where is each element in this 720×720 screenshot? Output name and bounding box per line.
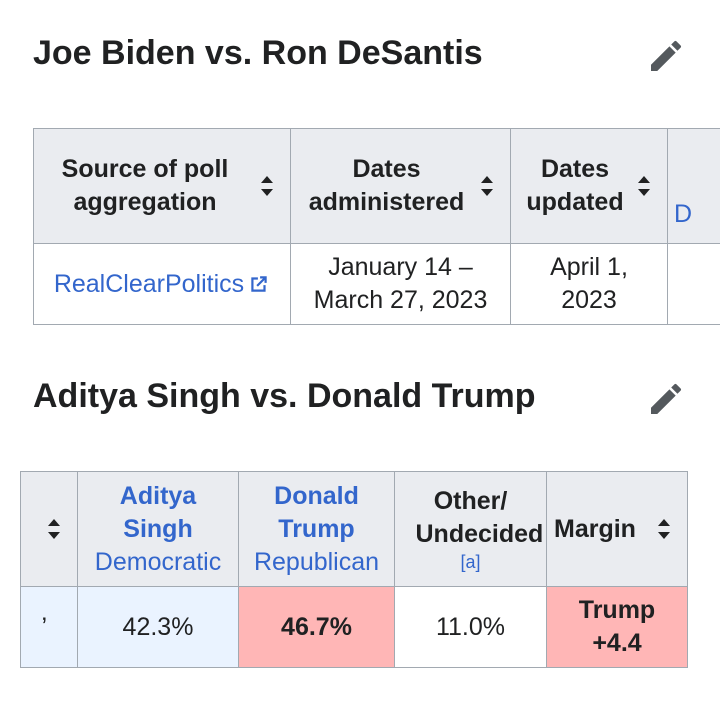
candidate-link[interactable]: Donald Trump: [274, 481, 359, 543]
candidate-link[interactable]: Aditya Singh: [119, 481, 197, 543]
sort-icon[interactable]: [259, 174, 275, 198]
header-text: D: [674, 200, 693, 228]
cell: January 14 – March 27, 2023: [290, 243, 511, 325]
source-link[interactable]: RealClearPolitics: [53, 269, 245, 298]
sort-icon[interactable]: [479, 174, 495, 198]
party[interactable]: Democratic: [94, 547, 222, 576]
sort-icon[interactable]: [656, 517, 672, 541]
header-cell[interactable]: Source of poll aggregation: [33, 128, 291, 244]
cell: 11.0%: [394, 586, 547, 668]
cell-text: 46.7%: [281, 612, 352, 641]
sort-icon[interactable]: [46, 517, 62, 541]
cell-text: 42.3%: [122, 612, 194, 641]
header-cell[interactable]: D: [667, 128, 720, 244]
cell-text: April 1, 2023: [550, 253, 628, 314]
cell: [667, 243, 720, 325]
section-title: Joe Biden vs. Ron DeSantis: [33, 34, 483, 72]
cell-text: ’: [41, 612, 47, 641]
party[interactable]: Republican: [253, 547, 380, 576]
edit-icon[interactable]: [646, 379, 686, 419]
cell: RealClearPolitics: [33, 243, 291, 325]
edit-icon[interactable]: [646, 36, 686, 76]
cell-text: Trump +4.4: [578, 596, 656, 657]
header-text: Margin: [554, 514, 636, 543]
sort-icon[interactable]: [636, 174, 652, 198]
cell: Trump +4.4: [546, 586, 688, 668]
header-text: Source of poll aggregation: [61, 155, 229, 216]
cell: April 1, 2023: [510, 243, 668, 325]
header-cell[interactable]: Donald Trump Republican: [238, 471, 395, 587]
header-text: Dates administered: [308, 155, 465, 216]
header-cell[interactable]: Dates administered: [290, 128, 511, 244]
cell-text: 11.0%: [435, 612, 506, 641]
header-cell[interactable]: Margin: [546, 471, 688, 587]
cell: 42.3%: [77, 586, 239, 668]
external-link-icon: [251, 276, 267, 292]
header-cell[interactable]: Aditya Singh Democratic: [77, 471, 239, 587]
section-title: Aditya Singh vs. Donald Trump: [33, 377, 536, 415]
header-text: Other/ Undecided: [415, 487, 544, 548]
cell: 46.7%: [238, 586, 395, 668]
header-cell[interactable]: Other/ Undecided [a]: [394, 471, 547, 587]
header-text: Dates updated: [526, 155, 624, 216]
footnote-link[interactable]: [a]: [460, 552, 481, 572]
cell: ’: [20, 586, 78, 668]
cell-text: January 14 – March 27, 2023: [313, 253, 488, 314]
